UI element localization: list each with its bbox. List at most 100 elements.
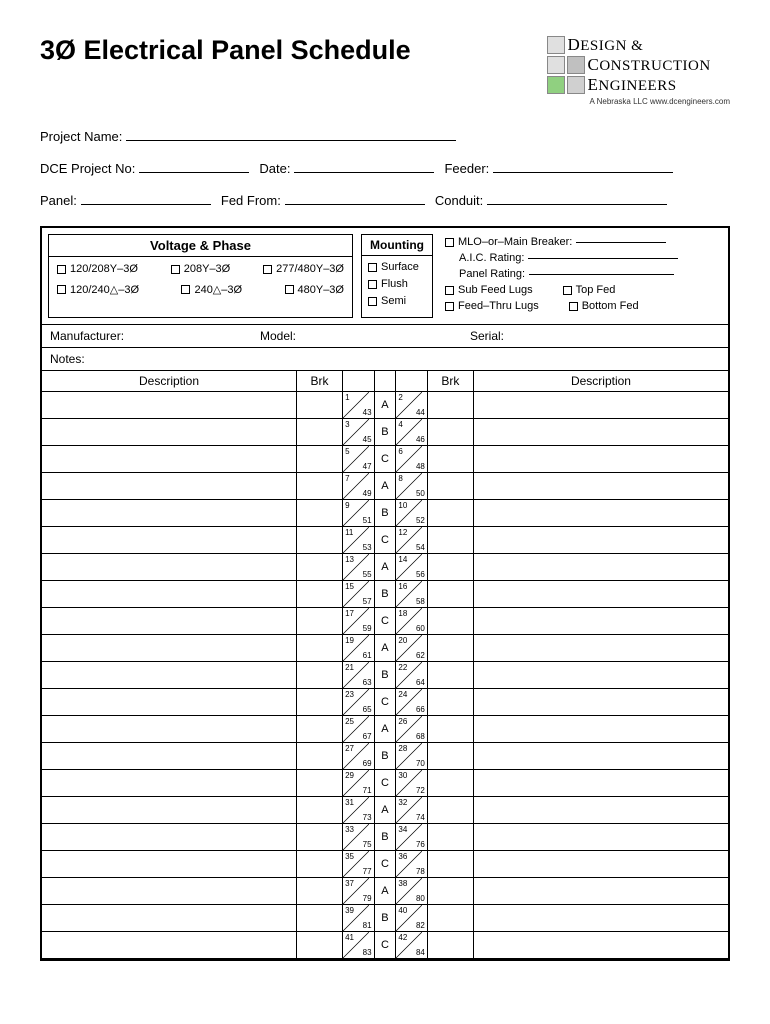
- desc-right-cell[interactable]: [473, 500, 728, 527]
- aic-input[interactable]: [528, 258, 678, 259]
- desc-left-cell[interactable]: [42, 392, 297, 419]
- desc-left-cell[interactable]: [42, 743, 297, 770]
- brk-right-cell[interactable]: [427, 932, 473, 959]
- brk-left-cell[interactable]: [297, 473, 343, 500]
- brk-right-cell[interactable]: [427, 581, 473, 608]
- desc-left-cell[interactable]: [42, 824, 297, 851]
- feed-thru-checkbox[interactable]: [445, 302, 454, 311]
- mlo-input[interactable]: [576, 242, 666, 243]
- desc-left-cell[interactable]: [42, 554, 297, 581]
- date-input[interactable]: [294, 172, 434, 173]
- vp-checkbox-5[interactable]: [285, 285, 294, 294]
- desc-right-cell[interactable]: [473, 527, 728, 554]
- brk-left-cell[interactable]: [297, 608, 343, 635]
- desc-right-cell[interactable]: [473, 581, 728, 608]
- brk-left-cell[interactable]: [297, 500, 343, 527]
- desc-right-cell[interactable]: [473, 878, 728, 905]
- desc-right-cell[interactable]: [473, 743, 728, 770]
- desc-right-cell[interactable]: [473, 716, 728, 743]
- desc-left-cell[interactable]: [42, 527, 297, 554]
- fed-from-input[interactable]: [285, 204, 425, 205]
- brk-right-cell[interactable]: [427, 878, 473, 905]
- desc-right-cell[interactable]: [473, 662, 728, 689]
- desc-left-cell[interactable]: [42, 716, 297, 743]
- brk-left-cell[interactable]: [297, 419, 343, 446]
- brk-left-cell[interactable]: [297, 635, 343, 662]
- vp-checkbox-2[interactable]: [263, 265, 272, 274]
- brk-right-cell[interactable]: [427, 905, 473, 932]
- desc-right-cell[interactable]: [473, 473, 728, 500]
- brk-left-cell[interactable]: [297, 878, 343, 905]
- brk-right-cell[interactable]: [427, 716, 473, 743]
- brk-right-cell[interactable]: [427, 662, 473, 689]
- mount-checkbox-0[interactable]: [368, 263, 377, 272]
- brk-right-cell[interactable]: [427, 608, 473, 635]
- brk-left-cell[interactable]: [297, 824, 343, 851]
- brk-right-cell[interactable]: [427, 473, 473, 500]
- desc-left-cell[interactable]: [42, 473, 297, 500]
- brk-left-cell[interactable]: [297, 716, 343, 743]
- brk-left-cell[interactable]: [297, 905, 343, 932]
- desc-left-cell[interactable]: [42, 608, 297, 635]
- desc-right-cell[interactable]: [473, 770, 728, 797]
- desc-right-cell[interactable]: [473, 689, 728, 716]
- brk-right-cell[interactable]: [427, 527, 473, 554]
- brk-left-cell[interactable]: [297, 797, 343, 824]
- brk-left-cell[interactable]: [297, 446, 343, 473]
- vp-checkbox-4[interactable]: [181, 285, 190, 294]
- brk-left-cell[interactable]: [297, 689, 343, 716]
- brk-right-cell[interactable]: [427, 689, 473, 716]
- desc-left-cell[interactable]: [42, 797, 297, 824]
- sub-feed-checkbox[interactable]: [445, 286, 454, 295]
- brk-right-cell[interactable]: [427, 743, 473, 770]
- desc-right-cell[interactable]: [473, 797, 728, 824]
- desc-left-cell[interactable]: [42, 581, 297, 608]
- brk-left-cell[interactable]: [297, 662, 343, 689]
- brk-right-cell[interactable]: [427, 392, 473, 419]
- brk-right-cell[interactable]: [427, 554, 473, 581]
- brk-left-cell[interactable]: [297, 743, 343, 770]
- brk-left-cell[interactable]: [297, 851, 343, 878]
- brk-right-cell[interactable]: [427, 500, 473, 527]
- desc-right-cell[interactable]: [473, 905, 728, 932]
- desc-right-cell[interactable]: [473, 851, 728, 878]
- brk-left-cell[interactable]: [297, 554, 343, 581]
- desc-left-cell[interactable]: [42, 689, 297, 716]
- desc-left-cell[interactable]: [42, 419, 297, 446]
- brk-right-cell[interactable]: [427, 851, 473, 878]
- brk-left-cell[interactable]: [297, 770, 343, 797]
- desc-right-cell[interactable]: [473, 824, 728, 851]
- vp-checkbox-0[interactable]: [57, 265, 66, 274]
- brk-left-cell[interactable]: [297, 581, 343, 608]
- panel-input[interactable]: [81, 204, 211, 205]
- desc-right-cell[interactable]: [473, 392, 728, 419]
- brk-right-cell[interactable]: [427, 770, 473, 797]
- mount-checkbox-2[interactable]: [368, 297, 377, 306]
- conduit-input[interactable]: [487, 204, 667, 205]
- brk-left-cell[interactable]: [297, 527, 343, 554]
- desc-left-cell[interactable]: [42, 770, 297, 797]
- vp-checkbox-1[interactable]: [171, 265, 180, 274]
- desc-right-cell[interactable]: [473, 554, 728, 581]
- bottom-fed-checkbox[interactable]: [569, 302, 578, 311]
- desc-right-cell[interactable]: [473, 932, 728, 959]
- mount-checkbox-1[interactable]: [368, 280, 377, 289]
- feeder-input[interactable]: [493, 172, 673, 173]
- brk-right-cell[interactable]: [427, 824, 473, 851]
- desc-right-cell[interactable]: [473, 608, 728, 635]
- desc-left-cell[interactable]: [42, 662, 297, 689]
- desc-left-cell[interactable]: [42, 932, 297, 959]
- desc-left-cell[interactable]: [42, 446, 297, 473]
- brk-left-cell[interactable]: [297, 932, 343, 959]
- desc-right-cell[interactable]: [473, 419, 728, 446]
- desc-left-cell[interactable]: [42, 635, 297, 662]
- top-fed-checkbox[interactable]: [563, 286, 572, 295]
- desc-left-cell[interactable]: [42, 500, 297, 527]
- brk-right-cell[interactable]: [427, 446, 473, 473]
- brk-right-cell[interactable]: [427, 419, 473, 446]
- vp-checkbox-3[interactable]: [57, 285, 66, 294]
- desc-left-cell[interactable]: [42, 878, 297, 905]
- brk-left-cell[interactable]: [297, 392, 343, 419]
- dce-no-input[interactable]: [139, 172, 249, 173]
- brk-right-cell[interactable]: [427, 635, 473, 662]
